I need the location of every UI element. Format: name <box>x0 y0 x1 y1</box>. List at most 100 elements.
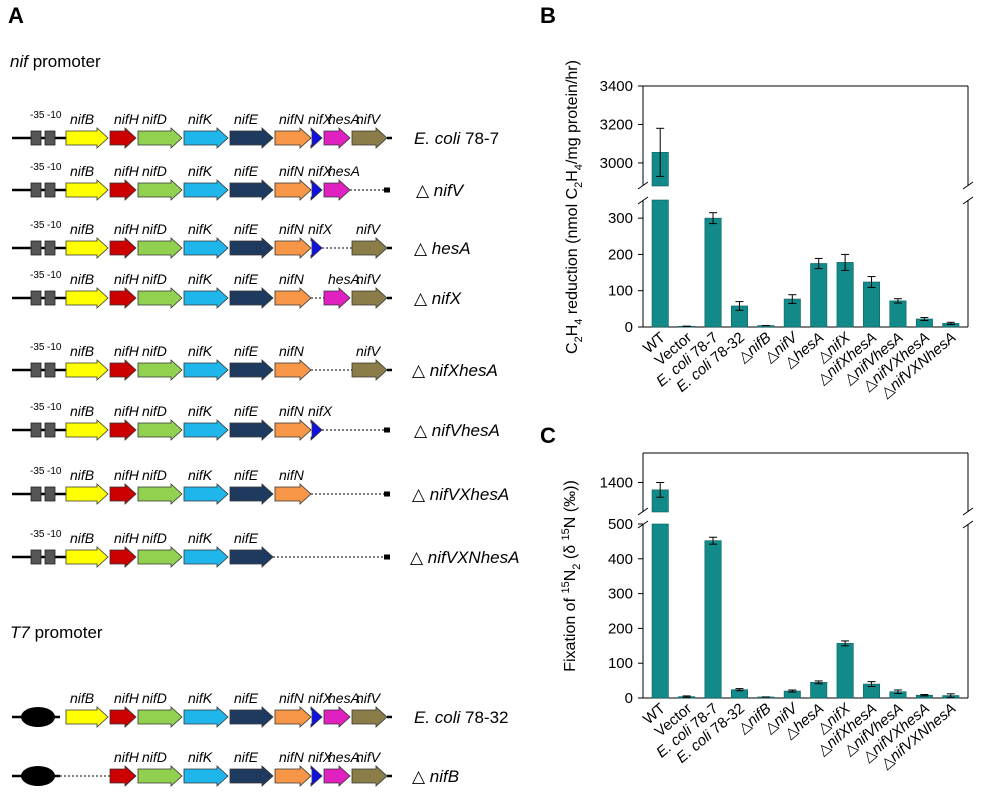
nifB-gene-arrow <box>65 706 109 728</box>
y-axis-label-part: N <box>562 570 579 582</box>
bar <box>651 199 669 328</box>
promoter-box-label: -35 <box>30 342 45 353</box>
nifN-gene-arrow <box>274 237 312 259</box>
construct-row: -35 -10 nifB nifH nifD nifK nifE nifN △ nifVXhes… <box>12 466 509 505</box>
construct-label-part: △ <box>414 289 432 308</box>
nifH-gene-arrow <box>109 287 137 309</box>
nifK-gene-label: nifK <box>188 221 213 237</box>
construct-label-part: △ <box>414 421 432 440</box>
promoter-box-10 <box>44 422 56 438</box>
backbone-end-cap <box>384 427 390 433</box>
bar <box>836 262 854 328</box>
promoter-box-35 <box>30 130 42 146</box>
construct-label-part: △ <box>410 548 428 567</box>
nifD-gene-arrow <box>137 287 183 309</box>
nifB-gene-arrow <box>65 359 109 381</box>
nifK-gene-arrow <box>183 419 229 441</box>
construct-label-part: nifVXNhesA <box>428 548 520 567</box>
nifD-gene-label: nifD <box>142 163 167 179</box>
nifK-gene-label: nifK <box>188 271 213 287</box>
y-tick-label: 100 <box>608 283 633 300</box>
y-axis-label-part: Fixation of <box>562 594 579 672</box>
nifD-gene-label: nifD <box>142 749 167 765</box>
bar <box>810 263 828 328</box>
promoter-box-label: -10 <box>47 402 62 413</box>
nifN-gene-arrow <box>274 287 312 309</box>
hesA-gene-arrow <box>323 287 351 309</box>
nifK-gene-arrow <box>183 127 229 149</box>
axis-break-mark <box>962 507 974 516</box>
y-tick-label: 0 <box>625 690 633 707</box>
panel-letter: C <box>540 423 556 448</box>
nifV-gene-label: nifV <box>356 111 382 127</box>
nifD-gene-label: nifD <box>142 343 167 359</box>
t7-promoter-oval <box>21 766 55 786</box>
y-axis-label-part: 2 <box>573 182 585 188</box>
construct-row: -35 -10 nifB nifH nifD nifK nifE nifN nifXhesAni… <box>12 110 499 149</box>
nifE-gene-arrow <box>229 483 274 505</box>
nifB-gene-label: nifB <box>70 690 94 706</box>
nifH-gene-label: nifH <box>114 749 140 765</box>
nifD-gene-arrow <box>137 765 183 787</box>
y-tick-label: 3000 <box>600 155 633 172</box>
axis-break-mark <box>962 181 974 190</box>
axis-break-mark <box>962 196 974 205</box>
nifB-gene-label: nifB <box>70 271 94 287</box>
nifK-gene-label: nifK <box>188 163 213 179</box>
nifD-gene-label: nifD <box>142 111 167 127</box>
y-tick-label: 400 <box>608 551 633 568</box>
y-axis-label-part: 15 <box>560 528 572 540</box>
nifH-gene-arrow <box>109 706 137 728</box>
nifK-gene-label: nifK <box>188 690 213 706</box>
nifE-gene-arrow <box>229 546 274 568</box>
nifE-gene-arrow <box>229 765 274 787</box>
nifE-gene-arrow <box>229 706 274 728</box>
promoter-box-35 <box>30 240 42 256</box>
promoter-box-label: -35 <box>30 162 45 173</box>
nifB-gene-label: nifB <box>70 163 94 179</box>
nif-promoter-heading-part: nif <box>10 52 30 71</box>
construct-label-part: nifVhesA <box>432 421 500 440</box>
backbone-end-cap <box>384 187 390 193</box>
nifD-gene-arrow <box>137 419 183 441</box>
construct-label: △ nifVhesA <box>414 421 500 440</box>
nifN-gene-arrow <box>274 179 312 201</box>
promoter-box-label: -35 <box>30 466 45 477</box>
nifX-gene-arrow <box>310 765 323 787</box>
nifN-gene-label: nifN <box>279 163 305 179</box>
y-axis-label-part: 4 <box>573 319 585 325</box>
nifK-gene-label: nifK <box>188 343 213 359</box>
nifB-gene-label: nifB <box>70 221 94 237</box>
y-tick-label: 100 <box>608 655 633 672</box>
nifK-gene-arrow <box>183 359 229 381</box>
nifD-gene-arrow <box>137 127 183 149</box>
nifB-gene-arrow <box>65 237 109 259</box>
bar <box>863 281 881 328</box>
promoter-box-label: -35 <box>30 402 45 413</box>
nifN-gene-arrow <box>274 127 312 149</box>
nifB-gene-label: nifB <box>70 111 94 127</box>
nifV-gene-arrow <box>351 127 388 149</box>
promoter-box-10 <box>44 290 56 306</box>
nifX-gene-arrow <box>310 419 323 441</box>
nifH-gene-arrow <box>109 179 137 201</box>
y-axis-label-part: H <box>564 170 581 182</box>
bar <box>889 300 907 328</box>
construct-label-part: nifVXhesA <box>430 485 509 504</box>
promoter-box-35 <box>30 182 42 198</box>
hesA-gene-arrow <box>323 127 351 149</box>
nifN-gene-arrow <box>274 765 312 787</box>
construct-label: △ nifX <box>414 289 462 308</box>
nifK-gene-arrow <box>183 483 229 505</box>
promoter-box-10 <box>44 182 56 198</box>
nifX-gene-arrow <box>310 237 323 259</box>
bar <box>651 523 669 699</box>
nifE-gene-label: nifE <box>234 749 259 765</box>
construct-label-part: 78-32 <box>460 708 508 727</box>
nifK-gene-label: nifK <box>188 530 213 546</box>
y-axis-label-part: N (‰)) <box>562 480 579 528</box>
nifN-gene-label: nifN <box>279 749 305 765</box>
t7-promoter-heading-part: T7 <box>10 623 30 642</box>
